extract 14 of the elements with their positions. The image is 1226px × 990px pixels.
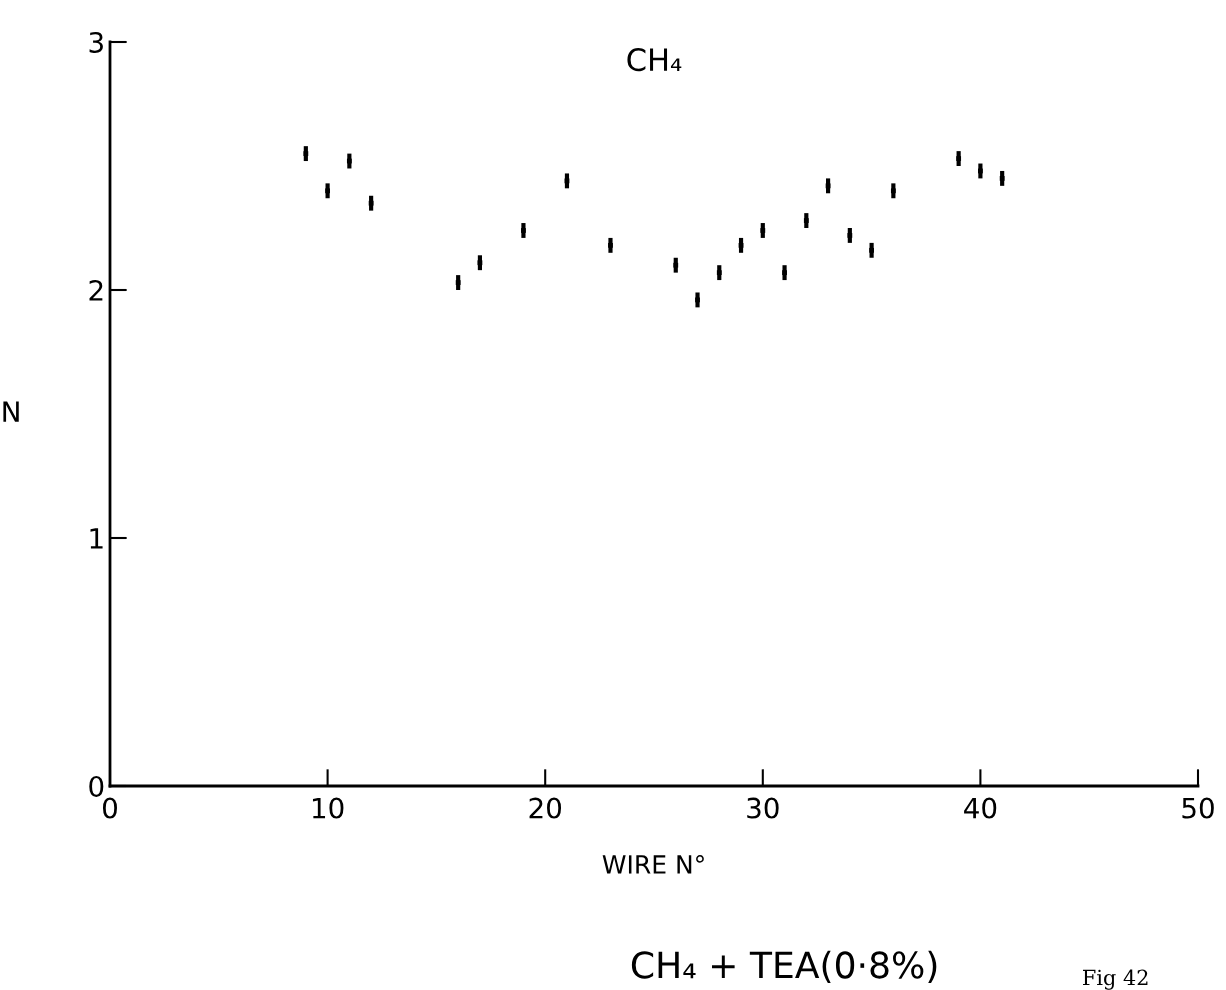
y-tick-label: 0 [89,775,104,797]
y-axis-title: N [3,401,19,422]
y-tick-label: 1 [90,528,103,549]
x-tick-label: 30 [747,797,779,819]
chart-title: CH₄ [627,48,682,72]
x-tick-label: 10 [312,797,344,819]
y-tick-label: 3 [89,31,103,53]
caption: Fig 42 [1083,969,1148,990]
x-tick-label: 20 [529,797,562,819]
y-tick-label: 2 [89,279,103,301]
x-axis-title: WIRE N° [602,854,704,874]
x-tick-label: 50 [1182,797,1214,819]
x-tick-label: 40 [964,797,997,819]
text: CH₄ + TEA(0·8%) [631,950,937,983]
